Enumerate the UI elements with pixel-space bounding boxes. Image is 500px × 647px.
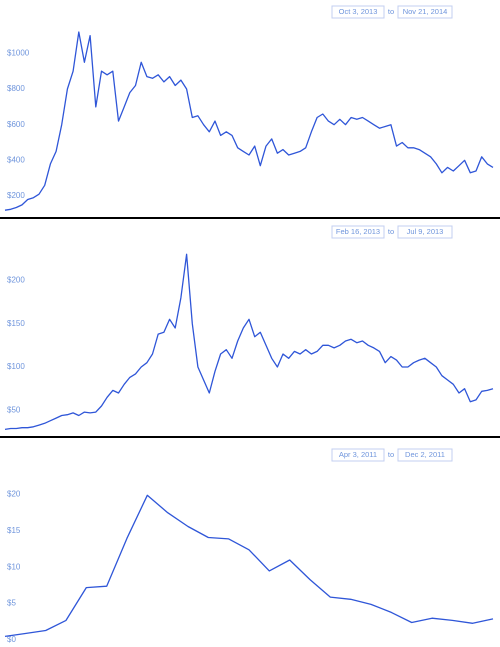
date-end: Dec 2, 2011 — [405, 450, 445, 459]
date-input[interactable] — [397, 5, 453, 19]
date-input[interactable] — [397, 448, 453, 462]
range-join: to — [388, 7, 394, 16]
date-input[interactable] — [331, 448, 385, 462]
date-end: Nov 21, 2014 — [403, 7, 448, 16]
y-tick-label: $600 — [7, 120, 25, 129]
date-end: Jul 9, 2013 — [407, 227, 444, 236]
y-tick-label: $10 — [7, 562, 21, 571]
y-tick-label: $100 — [7, 362, 25, 371]
date-input[interactable] — [331, 225, 385, 239]
y-tick-label: $200 — [7, 191, 25, 200]
y-tick-label: $200 — [7, 275, 25, 284]
price-line — [4, 253, 494, 431]
y-tick-label: $0 — [7, 635, 16, 644]
price-line — [4, 31, 494, 211]
range-join: to — [388, 227, 394, 236]
range-join: to — [388, 450, 394, 459]
date-start: Feb 16, 2013 — [336, 227, 380, 236]
date-start: Oct 3, 2013 — [339, 7, 378, 16]
y-tick-label: $5 — [7, 599, 16, 608]
y-tick-label: $1000 — [7, 48, 30, 57]
y-tick-label: $400 — [7, 155, 25, 164]
y-tick-label: $20 — [7, 490, 21, 499]
y-tick-label: $150 — [7, 319, 25, 328]
date-input[interactable] — [397, 225, 453, 239]
y-tick-label: $800 — [7, 84, 25, 93]
date-input[interactable] — [331, 5, 385, 19]
y-tick-label: $50 — [7, 405, 21, 414]
y-tick-label: $15 — [7, 526, 21, 535]
price-line — [4, 494, 494, 638]
date-start: Apr 3, 2011 — [339, 450, 377, 459]
